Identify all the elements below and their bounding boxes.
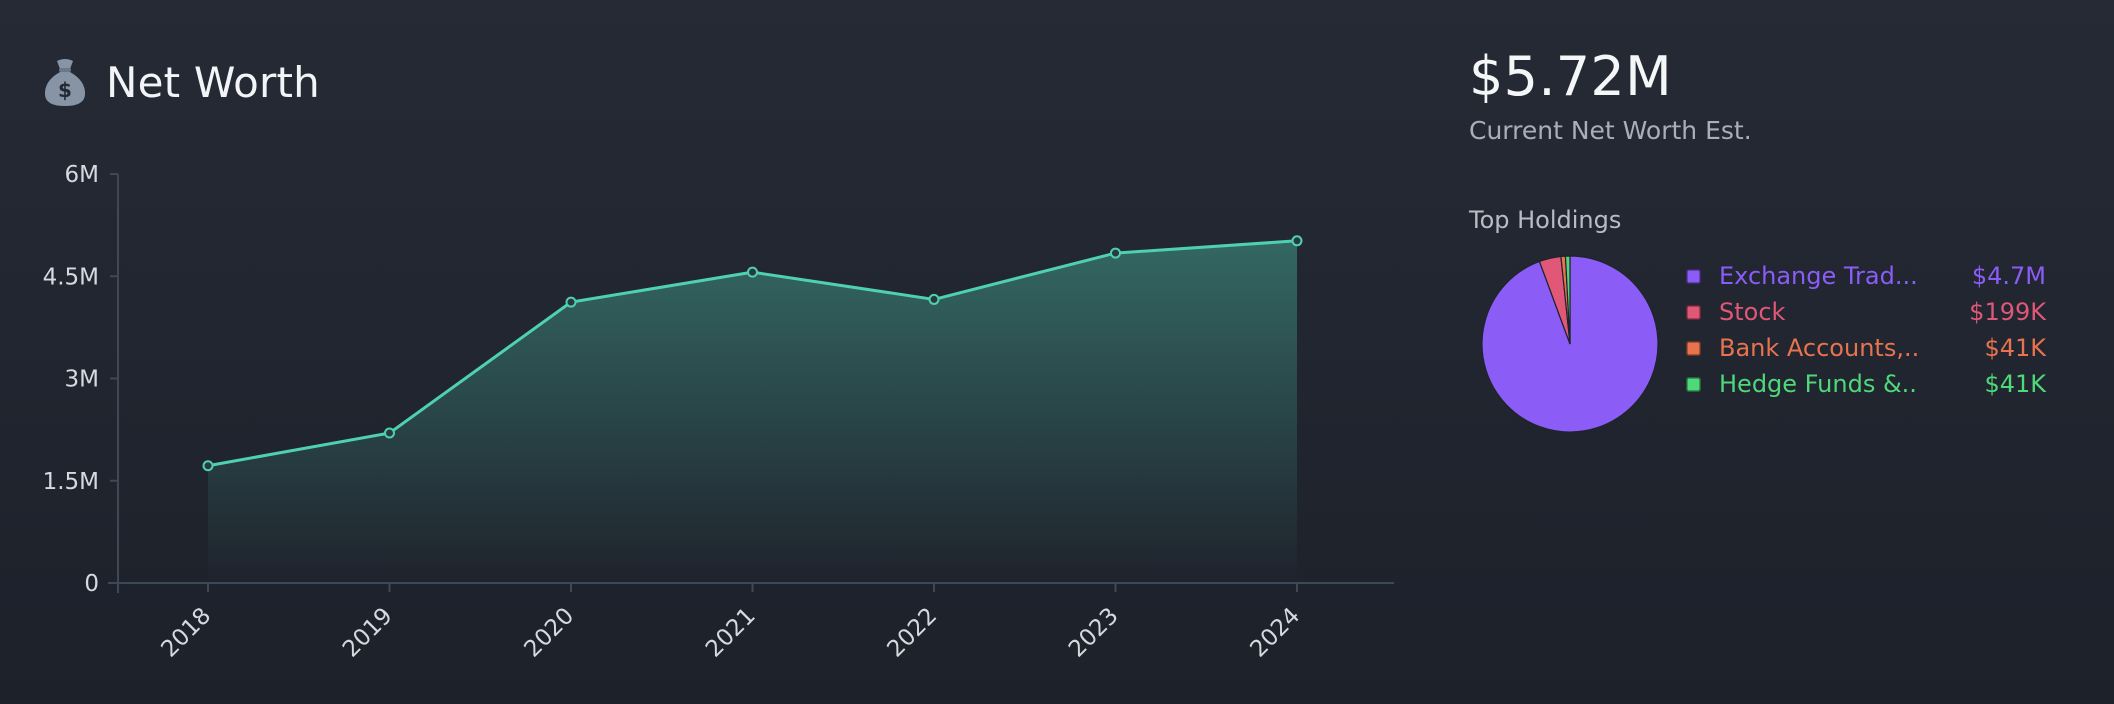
legend-item[interactable]: Bank Accounts,... $41K xyxy=(1686,330,2046,366)
legend-item[interactable]: Hedge Funds &... $41K xyxy=(1686,366,2046,402)
data-point[interactable] xyxy=(928,293,940,305)
x-tick-label: 2019 xyxy=(338,603,398,663)
y-tick-label: 6M xyxy=(65,162,99,188)
y-tick-label: 3M xyxy=(65,367,99,393)
title-row: $ Net Worth xyxy=(40,52,320,112)
legend-swatch xyxy=(1686,268,1701,284)
legend-label: Hedge Funds &... xyxy=(1719,370,1919,398)
data-point[interactable] xyxy=(1110,247,1121,259)
data-point[interactable] xyxy=(384,427,395,439)
holdings-title: Top Holdings xyxy=(1469,206,1622,234)
x-tick-label: 2023 xyxy=(1064,603,1124,663)
legend-value: $199K xyxy=(1969,298,2046,326)
legend-label: Stock xyxy=(1719,298,1786,326)
data-point[interactable] xyxy=(747,266,758,278)
legend-item[interactable]: Exchange Trad... $4.7M xyxy=(1686,258,2046,294)
net-worth-label: Current Net Worth Est. xyxy=(1469,116,1752,145)
legend-swatch xyxy=(1686,376,1701,392)
data-point[interactable] xyxy=(565,296,577,308)
legend-label: Exchange Trad... xyxy=(1719,262,1918,290)
holdings-pie-chart xyxy=(1481,255,1659,433)
chart-title: Net Worth xyxy=(106,57,320,107)
legend-item[interactable]: Stock $199K xyxy=(1686,294,2046,330)
net-worth-value: $5.72M xyxy=(1469,45,1672,108)
holdings-legend: Exchange Trad... $4.7M Stock $199K Bank … xyxy=(1686,258,2046,402)
y-tick-label: 4.5M xyxy=(43,264,99,290)
legend-label: Bank Accounts,... xyxy=(1719,334,1919,362)
money-bag-icon: $ xyxy=(44,59,86,106)
svg-text:$: $ xyxy=(58,78,72,102)
y-tick-label: 0 xyxy=(84,571,99,597)
pie-slice[interactable] xyxy=(1564,255,1571,345)
legend-value: $4.7M xyxy=(1971,262,2046,290)
data-point[interactable] xyxy=(1291,235,1303,247)
x-tick-label: 2020 xyxy=(519,603,579,663)
area-fill xyxy=(208,240,1297,583)
x-tick-label: 2024 xyxy=(1245,603,1305,663)
x-tick-label: 2021 xyxy=(701,603,761,663)
legend-swatch xyxy=(1686,304,1701,320)
summary-panel: $5.72M Current Net Worth Est. xyxy=(1469,40,2069,145)
data-point[interactable] xyxy=(202,460,214,472)
legend-swatch xyxy=(1686,340,1701,356)
net-worth-chart: 0 1.5M 3M 4.5M 6M 2018 2019 2020 2021 2022 2023 202… xyxy=(43,162,1394,663)
y-tick-label: 1.5M xyxy=(43,469,99,495)
x-tick-label: 2018 xyxy=(156,603,216,663)
legend-value: $41K xyxy=(1984,334,2046,362)
x-tick-label: 2022 xyxy=(882,603,942,663)
legend-value: $41K xyxy=(1984,370,2046,398)
